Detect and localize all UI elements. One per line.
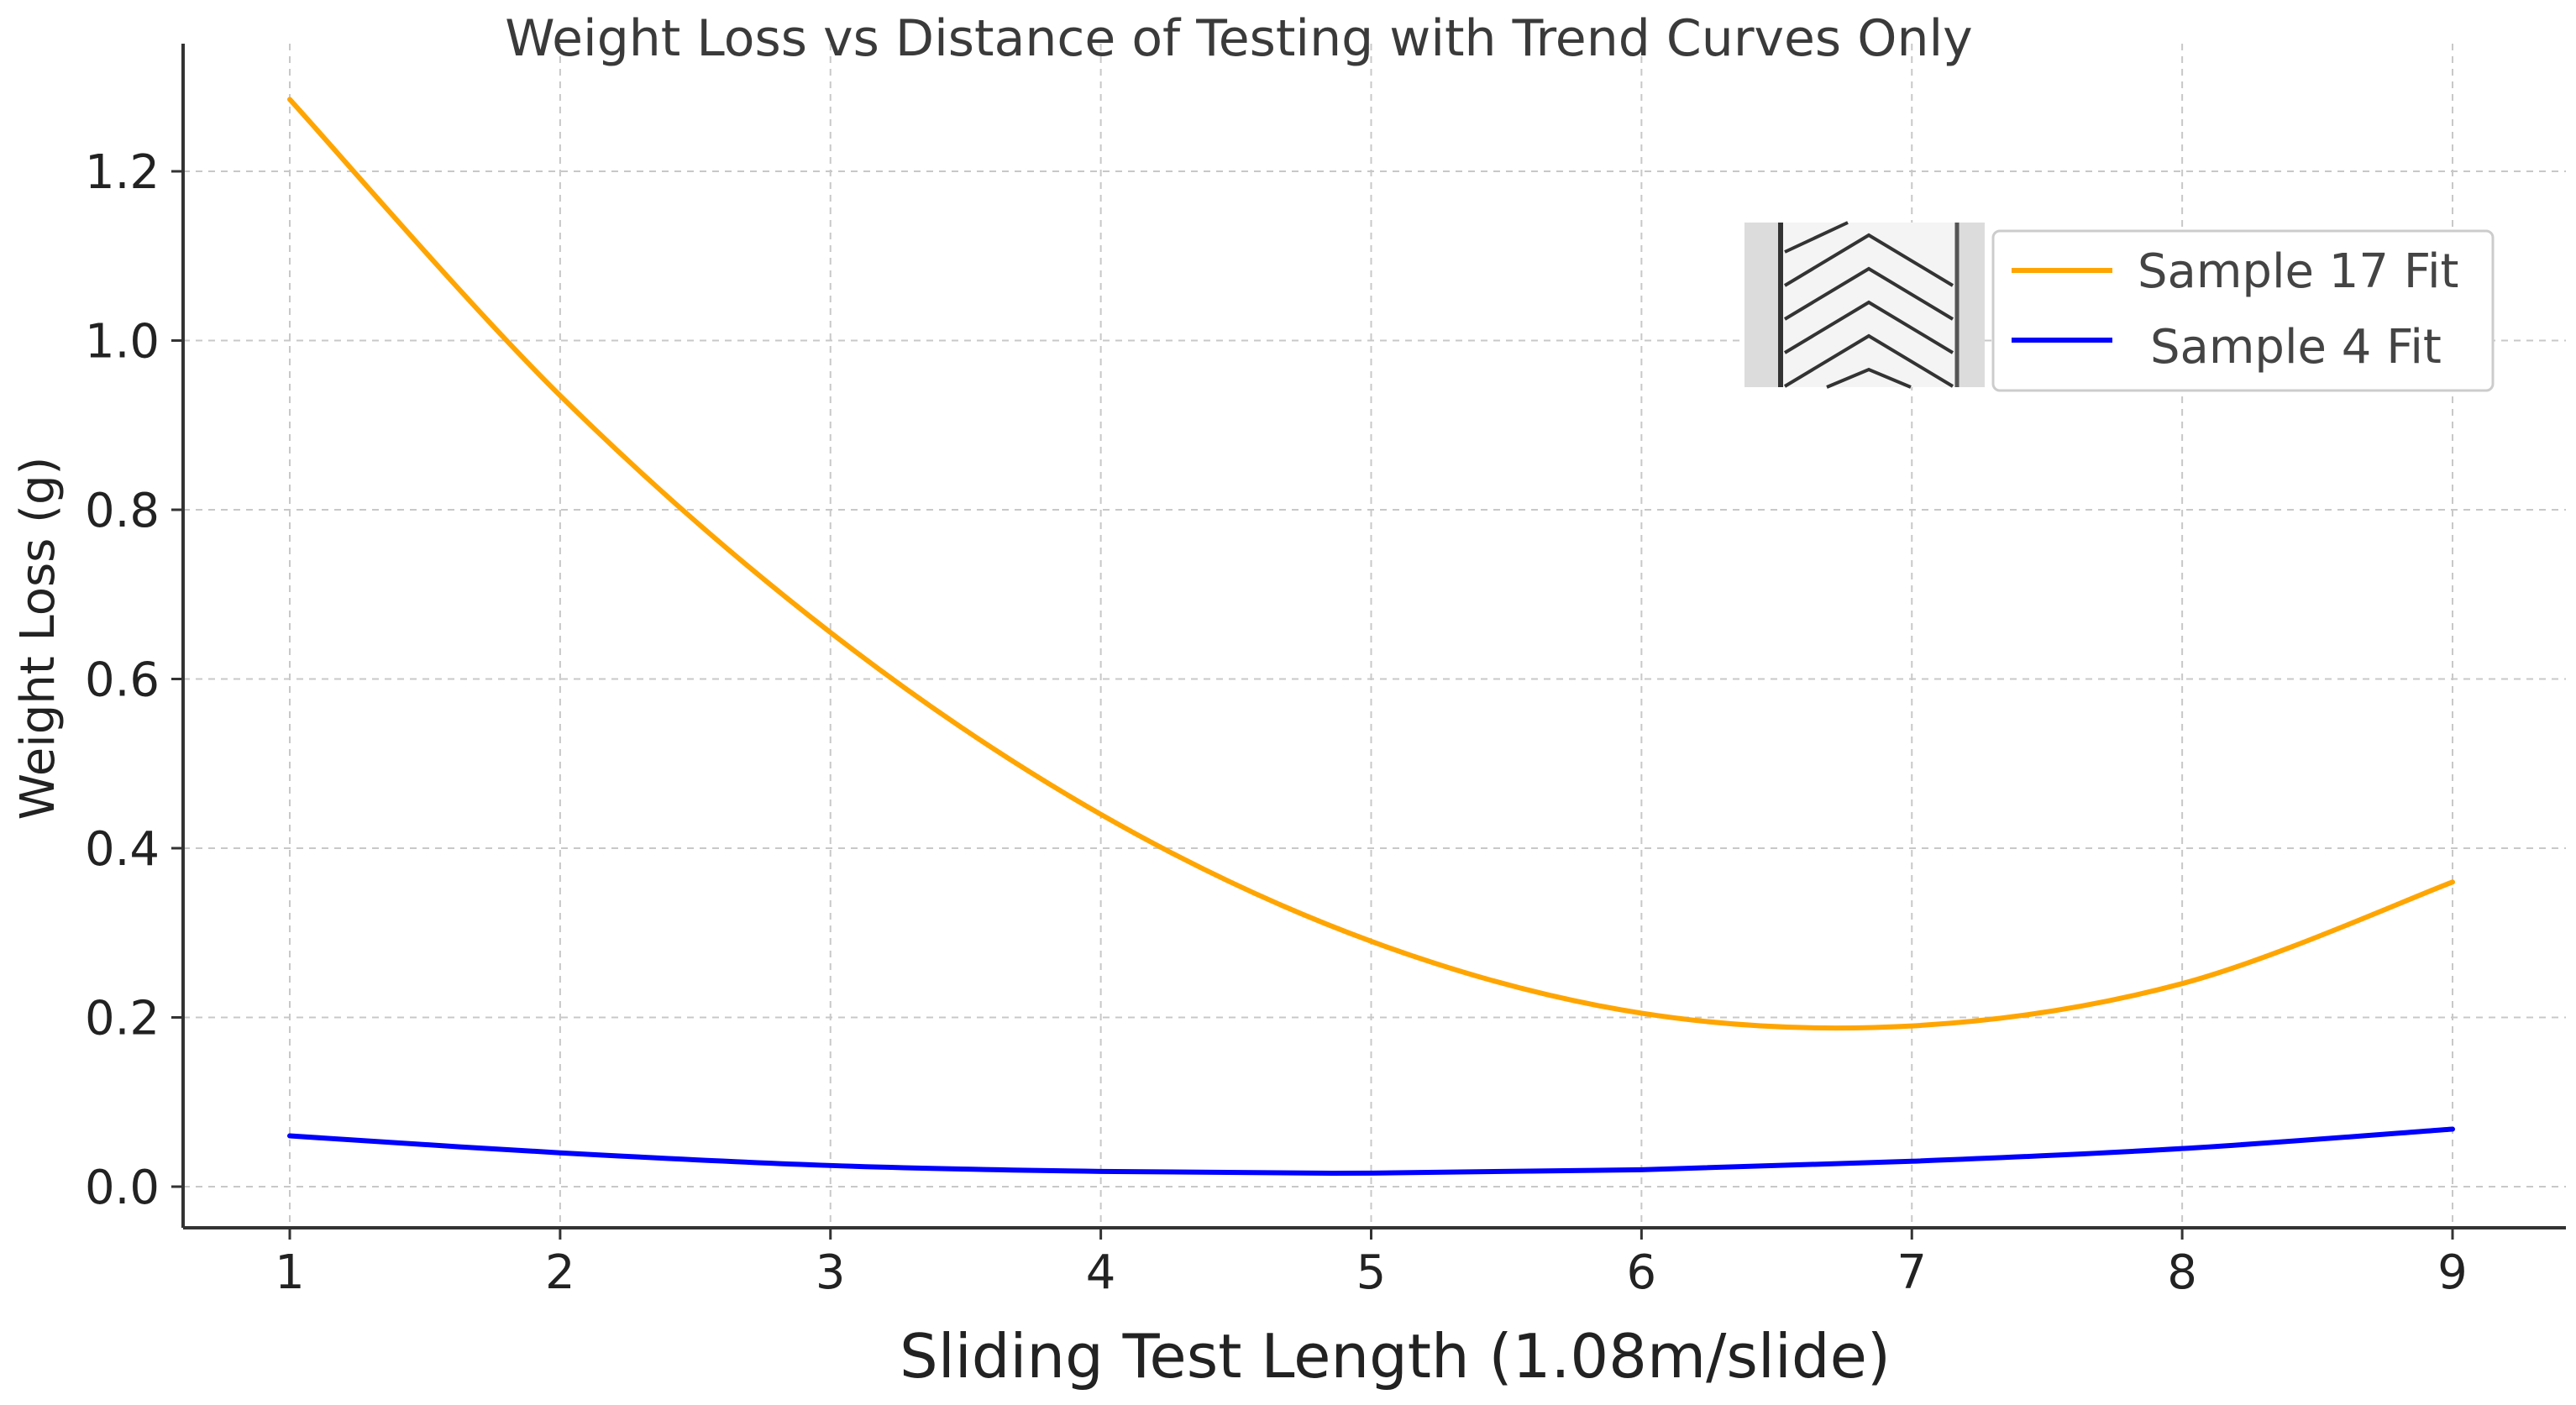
x-tick-label: 7: [1897, 1245, 1927, 1300]
series-line-sample-4-fit: [287, 1126, 2455, 1176]
x-axis-label: Sliding Test Length (1.08m/slide): [900, 1321, 1891, 1392]
x-tick-label: 4: [1086, 1245, 1116, 1300]
y-tick-label: 0.0: [85, 1161, 160, 1215]
legend: Sample 17 Fit Sample 4 Fit: [1991, 229, 2495, 392]
y-tick-label: 1.0: [85, 315, 160, 370]
y-tick-label: 0.6: [85, 653, 160, 708]
ticks-layer: 1 2 3 4 5 6 7 8 9 0.0 0.2 0.4 0.6 0.8 1.0 1.2: [85, 145, 2468, 1300]
axes-layer: [181, 44, 2566, 1229]
grid-layer: [183, 44, 2566, 1228]
y-axis-label: Weight Loss (g): [11, 457, 66, 820]
legend-label-sample-4: Sample 4 Fit: [2150, 320, 2442, 375]
x-tick-label: 6: [1627, 1245, 1657, 1300]
chart-title: Weight Loss vs Distance of Testing with …: [505, 9, 1972, 68]
x-tick-label: 2: [545, 1245, 575, 1300]
x-tick-label: 1: [275, 1245, 305, 1300]
legend-frame: [1991, 229, 2495, 392]
y-tick-label: 1.2: [85, 145, 160, 200]
y-tick-label: 0.8: [85, 484, 160, 538]
legend-label-sample-17: Sample 17 Fit: [2138, 244, 2458, 299]
x-tick-label: 3: [816, 1245, 846, 1300]
x-tick-label: 9: [2437, 1245, 2468, 1300]
hatched-pattern-image: [1744, 221, 1985, 389]
x-tick-label: 5: [1356, 1245, 1387, 1300]
series-layer: [287, 97, 2455, 1176]
y-tick-label: 0.2: [85, 992, 160, 1046]
y-tick-label: 0.4: [85, 822, 160, 877]
series-line-sample-17-fit: [287, 97, 2455, 1031]
x-tick-label: 8: [2167, 1245, 2197, 1300]
